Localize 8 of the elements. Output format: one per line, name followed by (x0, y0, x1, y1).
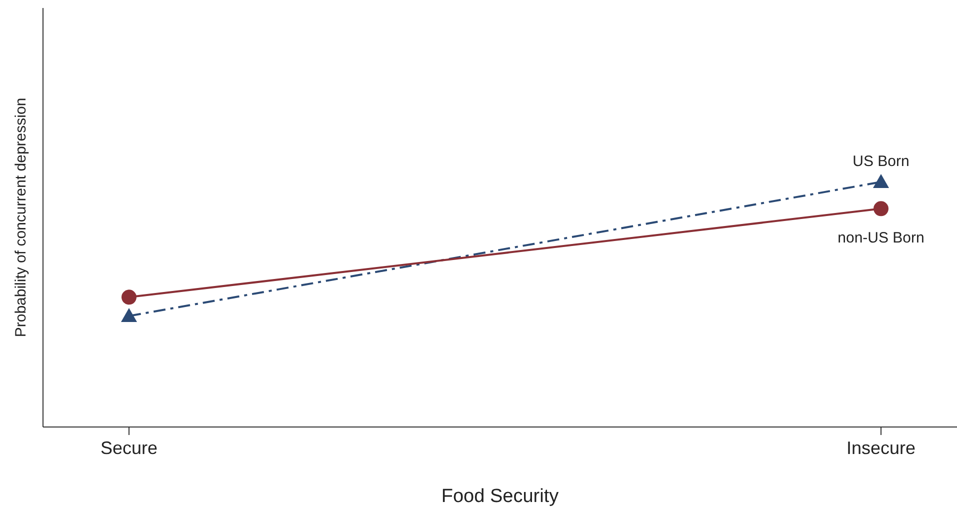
x-tick-label: Insecure (846, 438, 916, 458)
series-label: non-US Born (838, 230, 924, 247)
point (874, 201, 888, 216)
y-axis-title: Probability of concurrent depression (12, 98, 30, 338)
x-axis-title: Food Security (441, 486, 560, 507)
point (122, 290, 136, 305)
series-label: US Born (852, 152, 910, 170)
x-tick-label: Secure (100, 438, 158, 458)
